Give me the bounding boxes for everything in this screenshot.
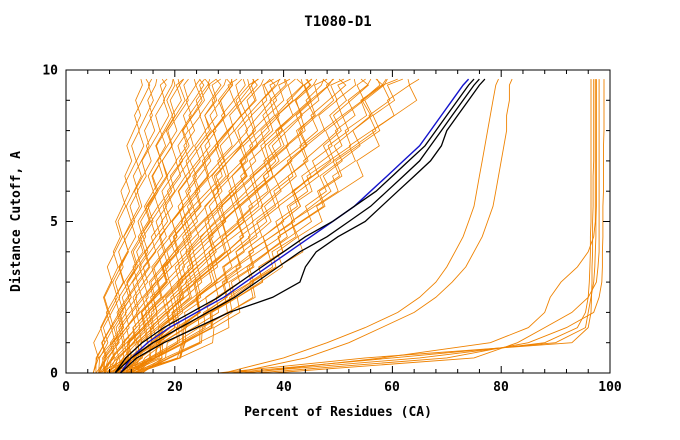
model-curve <box>102 78 189 373</box>
model-curve <box>223 78 499 373</box>
model-curve <box>103 78 233 373</box>
model-curve <box>131 78 366 373</box>
x-tick-label: 80 <box>493 380 509 395</box>
model-curve <box>256 79 605 373</box>
y-axis-label: Distance Cutoff, A <box>9 151 24 292</box>
x-axis-label: Percent of Residues (CA) <box>244 405 432 420</box>
model-curve <box>125 78 333 373</box>
model-curve <box>125 78 330 373</box>
model-curve <box>92 78 186 373</box>
model-curve <box>120 78 325 373</box>
model-curve <box>98 79 158 373</box>
model-curve <box>92 78 151 373</box>
model-curve <box>128 78 335 373</box>
model-curve <box>109 78 259 373</box>
axis-ticks <box>65 69 611 374</box>
plot-curves <box>92 78 605 373</box>
model-curve <box>139 79 410 373</box>
y-tick-labels: 10 5 0 <box>42 64 58 382</box>
model-curve <box>130 79 286 373</box>
model-curve <box>103 78 197 373</box>
model-curve <box>240 79 592 373</box>
model-curve <box>125 78 274 373</box>
y-tick-label: 0 <box>50 367 58 382</box>
model-curve <box>98 78 211 373</box>
x-tick-label: 20 <box>167 380 183 395</box>
model-curve <box>98 78 217 373</box>
model-curve <box>103 79 180 373</box>
model-curve <box>114 78 288 373</box>
model-curve <box>131 78 372 373</box>
model-curve <box>98 79 174 373</box>
x-tick-labels: 0 20 40 60 80 100 <box>62 380 622 395</box>
model-curve <box>234 78 513 373</box>
model-curve <box>136 78 312 373</box>
x-tick-label: 100 <box>598 380 622 395</box>
x-tick-label: 60 <box>384 380 400 395</box>
x-tick-label: 0 <box>62 380 70 395</box>
model-curve <box>109 78 205 373</box>
model-curve <box>101 78 203 373</box>
model-curve <box>114 78 276 373</box>
model-curve <box>245 79 596 373</box>
model-curve <box>119 78 486 373</box>
model-curve <box>131 78 381 373</box>
model-curve <box>92 79 143 373</box>
model-curve <box>106 78 233 373</box>
y-tick-label: 10 <box>42 64 58 79</box>
model-curve <box>114 78 475 373</box>
model-curve <box>218 79 595 373</box>
model-curve <box>114 78 305 373</box>
model-curve <box>109 78 273 373</box>
x-tick-label: 40 <box>276 380 292 395</box>
model-curve <box>131 79 357 373</box>
model-curve <box>119 78 243 373</box>
model-curve <box>117 78 281 373</box>
y-tick-label: 5 <box>50 215 58 230</box>
model-curve <box>114 78 480 373</box>
model-curve <box>125 78 264 373</box>
model-curve <box>272 79 600 373</box>
model-curve <box>98 78 168 373</box>
model-curve <box>136 78 403 373</box>
model-curve <box>122 78 311 373</box>
model-curve <box>136 78 398 373</box>
model-curve <box>125 78 351 373</box>
chart-title: T1080-D1 <box>304 14 371 30</box>
model-curve <box>141 78 328 373</box>
model-curve <box>229 79 597 373</box>
model-curve <box>98 78 167 373</box>
model-curve <box>95 78 176 373</box>
model-curve <box>141 78 420 373</box>
model-curve <box>136 78 318 373</box>
model-curve <box>133 78 384 373</box>
